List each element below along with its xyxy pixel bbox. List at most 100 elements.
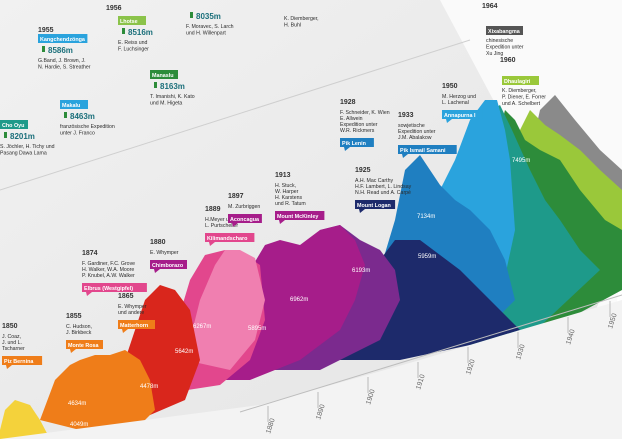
entry-year: 1955 [38, 27, 54, 34]
peak-credit: H.F. Lambert, L. Lindsay [355, 184, 412, 190]
peak-name-tag [118, 320, 155, 329]
entry-height: 8586m [48, 46, 73, 55]
peak-year: 1865 [118, 293, 134, 300]
peak-height: 4634m [68, 401, 86, 407]
peak-height: 4478m [140, 384, 158, 390]
peak-entry: 1880 E. Whymper Chimborazo 6267m [150, 239, 211, 330]
flag-icon [4, 132, 7, 138]
entry-height: 8201m [10, 132, 35, 141]
entry-credit: und A. Schelbert [502, 101, 541, 107]
entry-credit: und M. Higeta [150, 101, 182, 107]
peak-name-tag [398, 145, 457, 154]
entry-credit: S. Jöchler, H. Tichy und [0, 144, 55, 150]
peak-credit: J.M. Abalakow [398, 135, 432, 141]
peak-credit: E. Whymper [118, 304, 147, 310]
axis-year-label: 1950 [607, 313, 619, 330]
tag-pointer [359, 209, 365, 213]
entry-name: Dhaulagiri [504, 79, 531, 85]
entry-name-tag [0, 120, 28, 129]
mountain-yellow [0, 400, 50, 439]
peak-credit: Expedition unter [398, 129, 436, 135]
peak-height: 5642m [175, 349, 193, 355]
entry-height: 8463m [70, 112, 95, 121]
peak-height: 7495m [512, 158, 530, 164]
entry-name: Kangchendzönga [40, 37, 86, 43]
peak-height: 6193m [352, 268, 370, 274]
peak-credit: H.Meyer und [205, 217, 235, 223]
mountain-lightpink [185, 250, 265, 370]
entry-name: Lhotse [120, 19, 138, 25]
entry-height: 8163m [160, 82, 185, 91]
peak-credit: F. Gardiner, F.C. Grove [82, 261, 135, 267]
tag-pointer [6, 365, 12, 369]
entry-credit: Expedition unter [486, 45, 524, 51]
peak-year: 1874 [82, 250, 98, 257]
peak-credit: F. Schneider, K. Wien [340, 110, 390, 116]
divider-line [0, 39, 471, 191]
peak-credit: L. Purtscheller [205, 223, 238, 229]
entry-name-tag [60, 100, 88, 109]
peak-height: 6962m [290, 297, 308, 303]
peak-name: Aconcagua [230, 217, 260, 223]
tag-pointer [154, 269, 160, 273]
peak-year: 1925 [355, 167, 371, 174]
entry-credit: K. Diemberger, [502, 88, 537, 94]
entry-name: Cho Oyu [2, 123, 24, 129]
entry-credit: F. Moravec, S. Larch [186, 24, 234, 30]
entry-name-tag [150, 70, 178, 79]
upper-entry: 1955 Kangchendzönga 8586m G.Band, J. Brown,… [38, 27, 91, 71]
peak-height: 5959m [418, 254, 436, 260]
entry-credit: G.Band, J. Brown, J. [38, 58, 86, 64]
axis-year-label: 1910 [415, 374, 427, 391]
mountain-orange [40, 350, 155, 430]
peak-labels: 1850 J. Coaz,J. und L.Tscharner Piz Bernin… [2, 83, 530, 428]
peak-name: Mount McKinley [277, 214, 318, 220]
entry-height: 8516m [128, 28, 153, 37]
tag-pointer [232, 223, 238, 227]
peak-name-tag [150, 260, 187, 269]
peak-year: 1933 [398, 112, 414, 119]
tag-pointer [209, 242, 215, 246]
peak-entry: 1850 J. Coaz,J. und L.Tscharner Piz Bernin… [2, 323, 43, 369]
peak-credit: und andere [118, 310, 144, 316]
peak-year: 1897 [228, 193, 244, 200]
peak-credit: Expedition unter [340, 122, 378, 128]
peak-name-tag [355, 200, 396, 209]
peak-year: 1950 [442, 83, 458, 90]
peak-credit: W. Harper [275, 189, 299, 195]
upper-entry: Makalu 8463m französische Expeditionunter … [60, 100, 115, 137]
peak-entry: 1855 C. Hudson,J. Birkbeck Monte Rosa 4634m [66, 313, 103, 407]
flag-icon [122, 28, 125, 34]
entry-name: Makalu [62, 103, 80, 109]
peak-credit: H. Walker, W.A. Moore [82, 267, 134, 273]
peak-credit: J. Birkbeck [66, 330, 92, 336]
peak-year: 1850 [2, 323, 18, 330]
axis-year-label: 1930 [515, 344, 527, 361]
entry-credit: französische Expedition [60, 124, 115, 130]
upper-entry: Cho Oyu 8201m S. Jöchler, H. Tichy undPasa… [0, 120, 55, 157]
entry-credit: K. Diemberger, [284, 16, 319, 22]
upper-entry: K. Diemberger,H. Buhl [284, 16, 319, 29]
peak-name-tag [2, 356, 43, 365]
entry-name: Manaslu [152, 73, 174, 79]
peak-credit: E. Whymper [150, 250, 179, 256]
entry-credit: unter J. Franco [60, 131, 95, 137]
tag-pointer [279, 220, 285, 224]
peak-credit: N.H. Read und A. Carpé [355, 190, 411, 196]
entry-year: 1964 [482, 3, 498, 10]
foreground-paper-fold [0, 300, 622, 439]
peak-year: 1855 [66, 313, 82, 320]
peak-name-tag [442, 110, 483, 119]
peak-height: 7134m [417, 214, 435, 220]
entry-name-tag [502, 76, 539, 85]
entry-credit: E. Reiss und [118, 40, 148, 46]
